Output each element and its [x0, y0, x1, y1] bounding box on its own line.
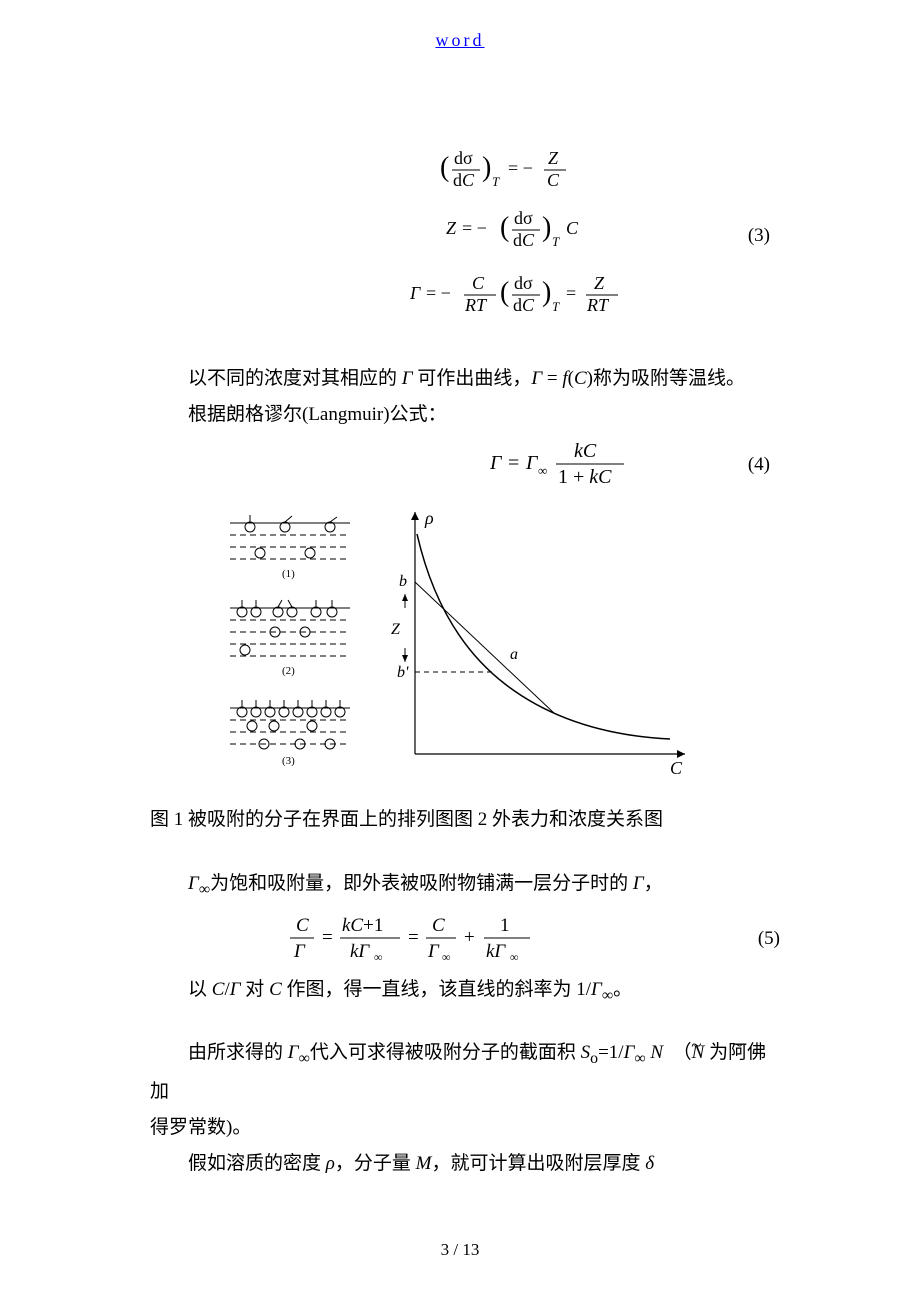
- fig-left-label-3: (3): [282, 755, 295, 767]
- paragraph-3: Γ∞为饱和吸附量，即外表被吸附物铺满一层分子时的 Γ，: [150, 866, 770, 905]
- svg-text:RT: RT: [586, 295, 610, 315]
- paragraph-6: 假如溶质的密度 ρ，分子量 M，就可计算出吸附层厚度 δ: [150, 1146, 770, 1182]
- svg-text:T: T: [552, 234, 560, 249]
- svg-text:dC: dC: [513, 230, 535, 250]
- equation-3: ( dσ dC ) T = − Z C Z = − ( dσ dC ) T: [150, 141, 770, 331]
- svg-text:kC+1: kC+1: [342, 915, 383, 936]
- svg-text:∞: ∞: [510, 950, 519, 964]
- svg-text:kC: kC: [574, 440, 597, 462]
- svg-text:+: +: [464, 927, 475, 948]
- svg-text:Γ: Γ: [525, 452, 539, 474]
- svg-text:1: 1: [500, 915, 510, 936]
- svg-text:C: C: [432, 915, 445, 936]
- svg-text:=: =: [322, 927, 333, 948]
- svg-text:dC: dC: [513, 295, 535, 315]
- figure-caption: 图 1 被吸附的分子在界面上的排列图图 2 外表力和浓度关系图: [150, 802, 770, 838]
- curve: [417, 534, 670, 739]
- equation-3-number: (3): [710, 225, 770, 247]
- svg-text:∞: ∞: [374, 950, 383, 964]
- svg-text:): ): [542, 212, 551, 243]
- equation-5: C Γ = kC+1 kΓ ∞ = C Γ ∞ + 1 kΓ ∞ (5): [150, 911, 770, 966]
- svg-text:Γ: Γ: [410, 283, 421, 303]
- svg-text:Z: Z: [594, 273, 605, 293]
- paragraph-1: 以不同的浓度对其相应的 Γ 可作出曲线，Γ = f(C)称为吸附等温线。: [150, 361, 770, 397]
- svg-text:Z: Z: [548, 148, 559, 168]
- svg-text:dσ: dσ: [454, 148, 473, 168]
- figure-svg: (1): [220, 504, 700, 794]
- svg-text:∞: ∞: [442, 950, 451, 964]
- paragraph-5b: 得罗常数)。: [150, 1110, 770, 1146]
- svg-text:Γ: Γ: [427, 941, 440, 962]
- svg-text:= −: = −: [426, 283, 451, 303]
- axis-x-label: C: [670, 758, 683, 778]
- svg-text:(: (: [500, 277, 509, 308]
- axis-y-label: ρ: [424, 508, 434, 528]
- svg-text:T: T: [492, 174, 500, 189]
- svg-text:RT: RT: [464, 295, 488, 315]
- paragraph-4: 以 C/Γ 对 C 作图，得一直线，该直线的斜率为 1/Γ∞。: [150, 972, 770, 1011]
- equation-5-number: (5): [758, 928, 780, 950]
- svg-text:kΓ: kΓ: [350, 941, 370, 962]
- svg-text:C: C: [547, 170, 560, 190]
- svg-text:=: =: [566, 283, 576, 303]
- svg-text:dC: dC: [453, 170, 475, 190]
- z-label: Z: [391, 621, 401, 638]
- svg-text:): ): [482, 152, 491, 183]
- paragraph-5: 由所求得的 Γ∞代入可求得被吸附分子的截面积 So=1/Γ∞ ~N （~N 为阿…: [150, 1035, 770, 1110]
- point-b: b: [399, 573, 407, 590]
- equation-3-svg: ( dσ dC ) T = − Z C Z = − ( dσ dC ) T: [410, 141, 710, 331]
- equation-4: Γ = Γ ∞ kC 1 + kC (4): [150, 437, 770, 492]
- svg-text:= −: = −: [462, 218, 487, 238]
- equation-5-svg: C Γ = kC+1 kΓ ∞ = C Γ ∞ + 1 kΓ ∞: [290, 911, 630, 966]
- svg-text:): ): [542, 277, 551, 308]
- point-bp: b': [397, 664, 409, 681]
- header-link[interactable]: word: [150, 30, 770, 51]
- svg-text:Γ: Γ: [293, 941, 306, 962]
- point-a: a: [510, 646, 518, 663]
- fig-left-label-2: (2): [282, 665, 295, 677]
- svg-text:= −: = −: [508, 158, 533, 178]
- svg-text:1 + kC: 1 + kC: [558, 466, 612, 488]
- svg-text:dσ: dσ: [514, 208, 533, 228]
- svg-text:C: C: [472, 273, 485, 293]
- svg-text:=: =: [408, 927, 419, 948]
- equation-4-number: (4): [710, 454, 770, 476]
- paragraph-2: 根据朗格谬尔(Langmuir)公式：: [150, 397, 770, 433]
- figure-row: (1): [150, 504, 770, 794]
- svg-text:T: T: [552, 299, 560, 314]
- equation-4-svg: Γ = Γ ∞ kC 1 + kC: [490, 437, 710, 492]
- svg-text:C: C: [296, 915, 309, 936]
- svg-text:(: (: [440, 152, 449, 183]
- svg-text:C: C: [566, 218, 579, 238]
- fig-left-label-1: (1): [282, 568, 295, 580]
- svg-text:∞: ∞: [538, 463, 547, 478]
- svg-text:=: =: [508, 452, 519, 474]
- svg-text:kΓ: kΓ: [486, 941, 506, 962]
- page-number: 3 / 13: [0, 1240, 920, 1260]
- svg-text:dσ: dσ: [514, 273, 533, 293]
- svg-text:Γ: Γ: [490, 452, 503, 474]
- svg-text:(: (: [500, 212, 509, 243]
- svg-text:Z: Z: [446, 218, 457, 238]
